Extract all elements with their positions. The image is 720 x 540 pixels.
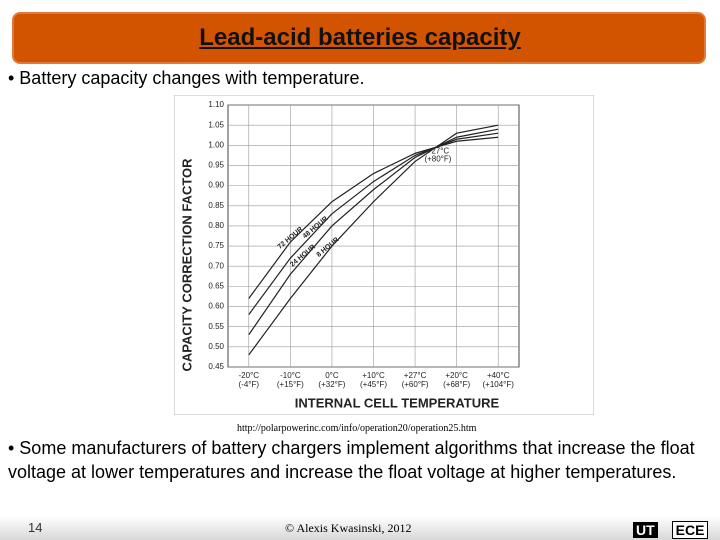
- slide-title: Lead-acid batteries capacity: [199, 24, 521, 51]
- x-tick-label: (+68°F): [443, 380, 470, 389]
- title-bar: [12, 12, 706, 64]
- y-tick-label: 0.75: [208, 241, 224, 250]
- y-tick-label: 0.70: [208, 261, 224, 270]
- source-url: http://polarpowerinc.com/info/operation2…: [237, 423, 477, 434]
- series-line: [248, 128, 499, 336]
- x-tick-label: +40°C: [487, 371, 510, 380]
- y-tick-label: 0.80: [208, 221, 224, 230]
- x-tick-label: -20°C: [239, 371, 260, 380]
- x-tick-label: (+15°F): [277, 380, 304, 389]
- x-tick-label: (+104°F): [482, 380, 514, 389]
- y-tick-label: 0.85: [208, 201, 224, 210]
- y-tick-label: 0.60: [208, 302, 224, 311]
- y-tick-label: 1.00: [208, 140, 224, 149]
- x-tick-label: +27°C: [404, 371, 427, 380]
- x-tick-label: (+32°F): [318, 380, 345, 389]
- bullet: • Battery capacity changes with temperat…: [8, 68, 365, 88]
- x-tick-label: -10°C: [280, 371, 301, 380]
- annotation: (+80°F): [424, 154, 451, 163]
- y-tick-label: 0.55: [208, 322, 224, 331]
- y-tick-label: 0.45: [208, 362, 224, 371]
- footer: [0, 516, 720, 540]
- bullet: • Some manufacturers of battery chargers…: [8, 438, 695, 482]
- x-tick-label: +20°C: [445, 371, 468, 380]
- y-tick-label: 0.65: [208, 281, 224, 290]
- chart: CAPACITY CORRECTION FACTOR INTERNAL CELL…: [174, 95, 594, 415]
- y-tick-label: 0.50: [208, 342, 224, 351]
- logo-text: ECE: [671, 521, 709, 539]
- x-axis-label: INTERNAL CELL TEMPERATURE: [295, 395, 500, 410]
- x-tick-label: (+45°F): [360, 380, 387, 389]
- y-tick-label: 1.05: [208, 120, 224, 129]
- x-tick-label: 0°C: [325, 371, 339, 380]
- copyright: © Alexis Kwasinski, 2012: [285, 521, 412, 535]
- x-tick-label: (-4°F): [239, 380, 260, 389]
- y-tick-label: 0.90: [208, 181, 224, 190]
- y-axis-label: CAPACITY CORRECTION FACTOR: [179, 158, 194, 372]
- series-line: [248, 124, 499, 356]
- series-line: [248, 132, 499, 315]
- x-tick-label: +10°C: [362, 371, 385, 380]
- logo-text: UT: [633, 522, 658, 538]
- y-tick-label: 1.10: [208, 100, 224, 109]
- annotation: +27°C: [427, 146, 450, 155]
- chart-background: [174, 95, 594, 415]
- series-line: [248, 136, 499, 299]
- y-tick-label: 0.95: [208, 161, 224, 170]
- slide-number: 14: [28, 520, 43, 535]
- x-tick-label: (+60°F): [402, 380, 429, 389]
- logo: UT ECE: [633, 521, 715, 539]
